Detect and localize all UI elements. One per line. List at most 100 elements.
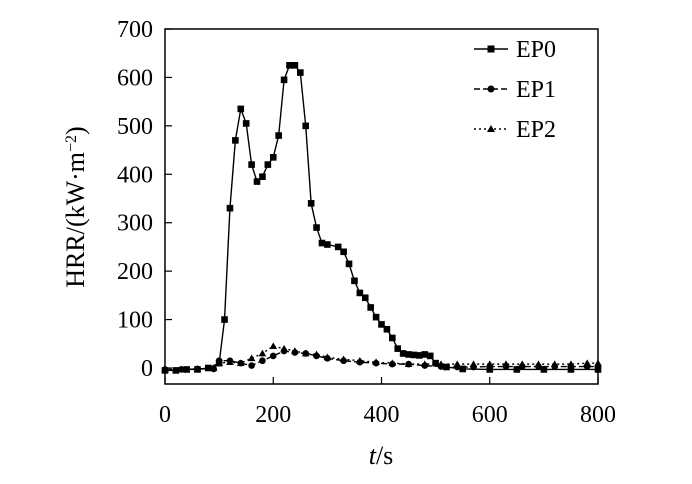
data-point: [437, 360, 445, 367]
data-point: [345, 260, 353, 268]
data-point: [432, 359, 439, 367]
data-point: [594, 359, 602, 367]
legend-item-ep0: EP0: [474, 37, 556, 63]
data-point: [372, 358, 380, 366]
data-point: [242, 120, 250, 127]
data-point: [356, 289, 364, 297]
data-point: [339, 355, 348, 363]
data-point: [237, 105, 245, 113]
legend-marker: [486, 124, 496, 133]
data-point: [340, 248, 347, 256]
data-point: [367, 304, 374, 311]
data-point: [404, 360, 413, 367]
data-point: [286, 62, 293, 69]
y-tick-label: 500: [117, 114, 153, 140]
data-point: [361, 294, 369, 302]
x-axis-label: t/s: [369, 441, 394, 470]
data-point: [518, 360, 527, 367]
data-point: [383, 325, 391, 333]
data-point: [291, 347, 299, 354]
data-point: [469, 360, 478, 367]
data-point: [410, 351, 418, 359]
x-tick-label: 600: [472, 402, 508, 428]
data-point: [324, 241, 331, 248]
data-point: [421, 351, 429, 358]
svg-text:HRR/(kW·m−2): HRR/(kW·m−2): [61, 126, 90, 287]
axis-ticks: 0 200 400 600 800 0 100 200 300 400 500 600 700: [117, 17, 616, 428]
data-point: [301, 349, 310, 357]
legend-item-ep1: EP1: [474, 77, 556, 103]
data-point: [583, 359, 591, 367]
data-point: [334, 243, 342, 251]
y-tick-label: 100: [117, 308, 153, 334]
data-point: [280, 344, 288, 352]
data-point: [193, 365, 202, 372]
data-point: [269, 352, 277, 360]
y-tick-label: 300: [117, 211, 153, 237]
y-tick-label: 0: [141, 356, 153, 382]
data-point: [269, 154, 277, 161]
data-point: [258, 349, 267, 357]
data-point: [459, 365, 466, 373]
data-point: [453, 360, 462, 367]
data-point: [312, 350, 321, 358]
legend-item-ep2: EP2: [474, 117, 556, 143]
data-point: [236, 359, 245, 367]
data-point: [540, 366, 548, 373]
data-point: [307, 200, 315, 207]
data-point: [209, 364, 218, 371]
data-point: [161, 365, 169, 373]
data-point: [356, 356, 364, 364]
data-point: [253, 178, 261, 185]
data-point: [534, 360, 543, 367]
data-point: [248, 161, 255, 168]
data-point: [378, 321, 385, 328]
legend-label: EP2: [516, 117, 556, 143]
data-point: [372, 313, 380, 321]
x-tick-label: 0: [159, 402, 171, 428]
data-point: [323, 353, 332, 361]
series-ep2: [161, 342, 602, 373]
y-tick-label: 400: [117, 162, 153, 188]
data-point: [232, 137, 239, 144]
data-point: [269, 342, 278, 350]
x-tick-label: 200: [255, 402, 291, 428]
data-point: [247, 354, 256, 362]
data-point: [205, 364, 212, 372]
legend-marker: [487, 85, 495, 93]
data-point: [394, 345, 402, 352]
data-point: [388, 359, 397, 367]
data-point: [313, 224, 320, 231]
y-tick-label: 700: [117, 17, 153, 43]
data-point: [318, 239, 326, 247]
y-axis-label: HRR/(kW·m−2): [61, 126, 90, 287]
x-tick-label: 800: [580, 402, 616, 428]
x-tick-label: 400: [364, 402, 400, 428]
data-point: [502, 360, 510, 367]
data-point: [264, 161, 272, 168]
data-point: [291, 62, 299, 69]
legend: EP0 EP1 EP2: [474, 37, 556, 143]
data-point: [275, 132, 282, 139]
data-point: [399, 350, 407, 357]
data-point: [248, 362, 255, 369]
data-point: [226, 358, 234, 366]
data-point: [172, 367, 180, 374]
data-point: [421, 360, 429, 367]
y-tick-label: 600: [117, 65, 153, 91]
data-point: [259, 173, 266, 181]
data-point: [177, 365, 186, 373]
data-point: [426, 352, 434, 360]
series-ep0: [161, 62, 602, 374]
data-point: [215, 359, 223, 367]
data-point: [297, 69, 304, 76]
data-point: [405, 351, 412, 358]
y-tick-label: 200: [117, 259, 153, 285]
legend-label: EP0: [516, 37, 556, 63]
data-point: [485, 360, 494, 367]
data-point: [302, 122, 310, 130]
data-point: [389, 334, 396, 342]
data-point: [513, 366, 521, 373]
data-point: [226, 204, 234, 212]
